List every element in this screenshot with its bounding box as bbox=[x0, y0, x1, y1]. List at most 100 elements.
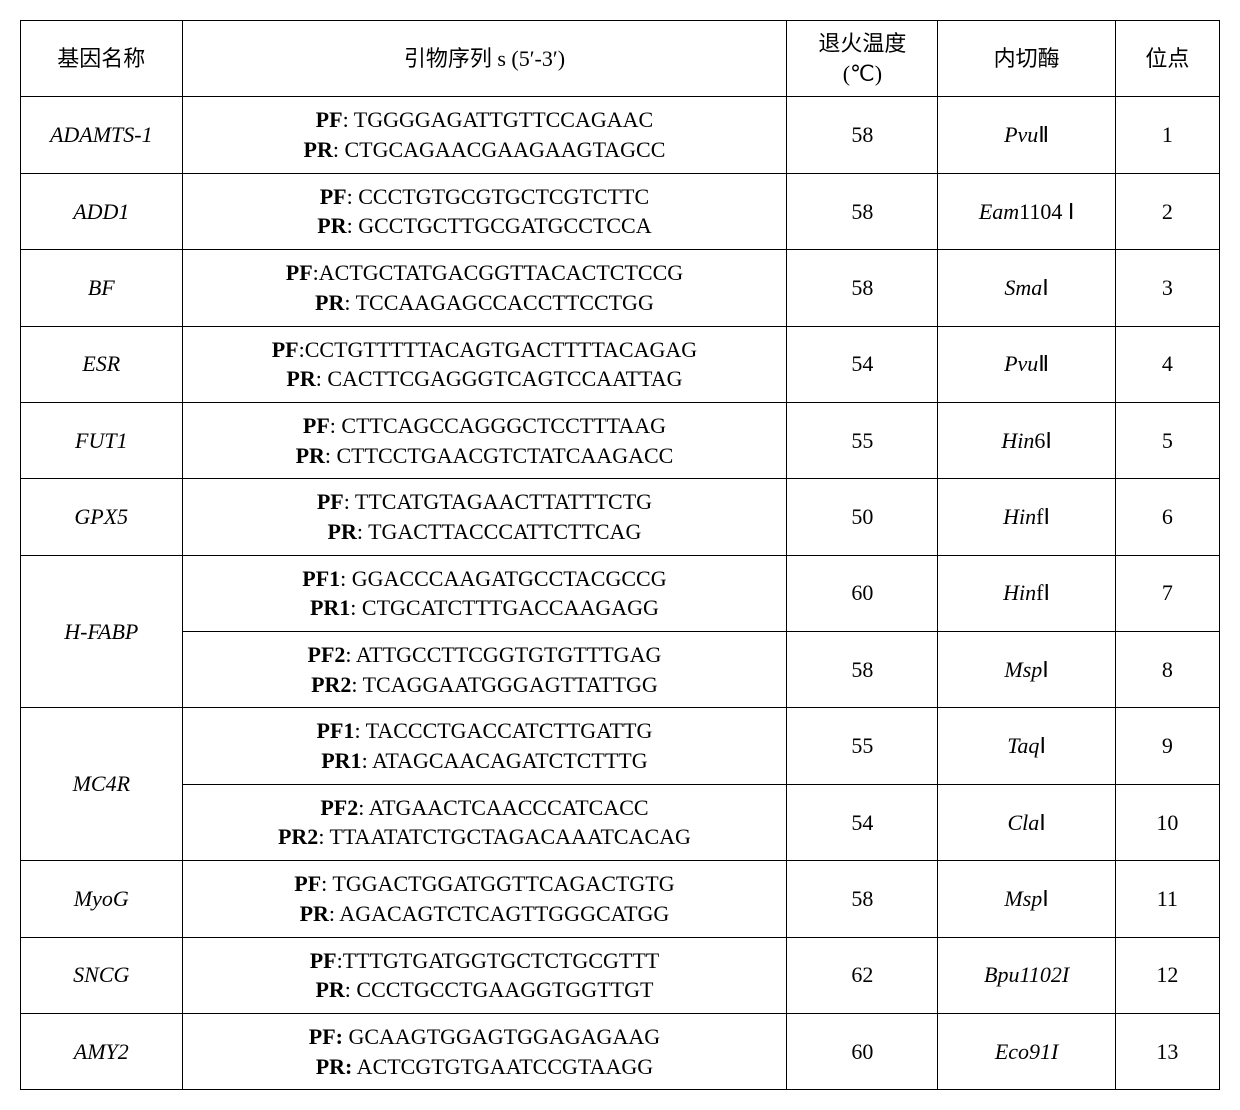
temp-cell: 60 bbox=[787, 1013, 938, 1089]
site-cell: 10 bbox=[1115, 784, 1219, 860]
pr-label: PR bbox=[296, 443, 325, 468]
enzyme-cell: Eco91I bbox=[938, 1013, 1115, 1089]
header-temp-line1: 退火温度 bbox=[793, 29, 931, 59]
table-row: PF2: ATGAACTCAACCCATCACC PR2: TTAATATCTG… bbox=[21, 784, 1220, 860]
header-row: 基因名称 引物序列 s (5′-3′) 退火温度 (℃) 内切酶 位点 bbox=[21, 21, 1220, 97]
enzyme-ital: Cla bbox=[1007, 810, 1039, 835]
enzyme-rest: 6Ⅰ bbox=[1034, 428, 1052, 453]
enzyme-rest: Ⅰ bbox=[1039, 810, 1046, 835]
pf-label: PF bbox=[303, 413, 330, 438]
enzyme-cell: MspⅠ bbox=[938, 861, 1115, 937]
pf-label: PF: bbox=[309, 1024, 343, 1049]
header-primer: 引物序列 s (5′-3′) bbox=[182, 21, 787, 97]
pf-seq: : ATTGCCTTCGGTGTGTTTGAG bbox=[345, 642, 661, 667]
gene-cell: ADD1 bbox=[21, 173, 183, 249]
temp-cell: 58 bbox=[787, 173, 938, 249]
site-cell: 6 bbox=[1115, 479, 1219, 555]
enzyme-ital: Pvu bbox=[1004, 122, 1038, 147]
enzyme-cell: Eam1104 Ⅰ bbox=[938, 173, 1115, 249]
gene-cell: FUT1 bbox=[21, 402, 183, 478]
enzyme-rest: Ⅱ bbox=[1038, 122, 1049, 147]
enzyme-rest: Ⅰ bbox=[1042, 657, 1049, 682]
gene-cell: SNCG bbox=[21, 937, 183, 1013]
pr-label: PR bbox=[286, 366, 315, 391]
pr-label: PR bbox=[315, 290, 344, 315]
pf-seq: : TGGGGAGATTGTTCCAGAAC bbox=[343, 107, 654, 132]
primer-cell: PF1: TACCCTGACCATCTTGATTG PR1: ATAGCAACA… bbox=[182, 708, 787, 784]
primer-cell: PF2: ATTGCCTTCGGTGTGTTTGAG PR2: TCAGGAAT… bbox=[182, 632, 787, 708]
table-body: ADAMTS-1 PF: TGGGGAGATTGTTCCAGAAC PR: CT… bbox=[21, 97, 1220, 1090]
site-cell: 7 bbox=[1115, 555, 1219, 631]
table-row: ADAMTS-1 PF: TGGGGAGATTGTTCCAGAAC PR: CT… bbox=[21, 97, 1220, 173]
site-cell: 9 bbox=[1115, 708, 1219, 784]
pf-seq: : TACCCTGACCATCTTGATTG bbox=[354, 718, 652, 743]
gene-cell: ADAMTS-1 bbox=[21, 97, 183, 173]
temp-cell: 54 bbox=[787, 784, 938, 860]
enzyme-cell: Hin6Ⅰ bbox=[938, 402, 1115, 478]
temp-cell: 58 bbox=[787, 97, 938, 173]
pr-seq: : ATAGCAACAGATCTCTTTG bbox=[362, 748, 648, 773]
pf-label: PF1 bbox=[302, 566, 340, 591]
pf-seq: : GGACCCAAGATGCCTACGCCG bbox=[340, 566, 666, 591]
primer-cell: PF:TTTGTGATGGTGCTCTGCGTTT PR: CCCTGCCTGA… bbox=[182, 937, 787, 1013]
table-row: ESR PF:CCTGTTTTTACAGTGACTTTTACAGAG PR: C… bbox=[21, 326, 1220, 402]
pf-seq: : ATGAACTCAACCCATCACC bbox=[358, 795, 648, 820]
table-row: PF2: ATTGCCTTCGGTGTGTTTGAG PR2: TCAGGAAT… bbox=[21, 632, 1220, 708]
table-row: H-FABP PF1: GGACCCAAGATGCCTACGCCG PR1: C… bbox=[21, 555, 1220, 631]
enzyme-ital: Eam bbox=[979, 199, 1019, 224]
site-cell: 1 bbox=[1115, 97, 1219, 173]
enzyme-ital: Eco91I bbox=[995, 1039, 1059, 1064]
enzyme-cell: PvuⅡ bbox=[938, 326, 1115, 402]
pr-label: PR bbox=[328, 519, 357, 544]
pr-seq: ACTCGTGTGAATCCGTAAGG bbox=[352, 1054, 653, 1079]
temp-cell: 58 bbox=[787, 632, 938, 708]
enzyme-ital: Msp bbox=[1004, 886, 1042, 911]
pf-seq: : CCCTGTGCGTGCTCGTCTTC bbox=[347, 184, 650, 209]
enzyme-cell: PvuⅡ bbox=[938, 97, 1115, 173]
pf-label: PF bbox=[286, 260, 313, 285]
primer-cell: PF:CCTGTTTTTACAGTGACTTTTACAGAG PR: CACTT… bbox=[182, 326, 787, 402]
table-row: GPX5 PF: TTCATGTAGAACTTATTTCTG PR: TGACT… bbox=[21, 479, 1220, 555]
pf-label: PF bbox=[310, 948, 337, 973]
enzyme-cell: HinfⅠ bbox=[938, 479, 1115, 555]
temp-cell: 50 bbox=[787, 479, 938, 555]
pr-label: PR1 bbox=[321, 748, 361, 773]
enzyme-ital: Msp bbox=[1004, 657, 1042, 682]
primer-cell: PF2: ATGAACTCAACCCATCACC PR2: TTAATATCTG… bbox=[182, 784, 787, 860]
table-row: AMY2 PF: GCAAGTGGAGTGGAGAGAAG PR: ACTCGT… bbox=[21, 1013, 1220, 1089]
pr-label: PR1 bbox=[310, 595, 350, 620]
temp-cell: 62 bbox=[787, 937, 938, 1013]
pr-seq: : CTTCCTGAACGTCTATCAAGACC bbox=[325, 443, 673, 468]
enzyme-rest: Ⅰ bbox=[1039, 733, 1046, 758]
site-cell: 11 bbox=[1115, 861, 1219, 937]
pf-seq: GCAAGTGGAGTGGAGAGAAG bbox=[343, 1024, 660, 1049]
pf-label: PF bbox=[316, 107, 343, 132]
site-cell: 5 bbox=[1115, 402, 1219, 478]
pf-seq: : TTCATGTAGAACTTATTTCTG bbox=[344, 489, 652, 514]
table-row: FUT1 PF: CTTCAGCCAGGGCTCCTTTAAG PR: CTTC… bbox=[21, 402, 1220, 478]
enzyme-rest: Ⅱ bbox=[1038, 351, 1049, 376]
enzyme-ital: Hin bbox=[1003, 504, 1036, 529]
pf-seq: :CCTGTTTTTACAGTGACTTTTACAGAG bbox=[299, 337, 698, 362]
gene-cell: ESR bbox=[21, 326, 183, 402]
pr-label: PR bbox=[300, 901, 329, 926]
enzyme-rest: fⅠ bbox=[1036, 580, 1050, 605]
enzyme-cell: TaqⅠ bbox=[938, 708, 1115, 784]
table-row: ADD1 PF: CCCTGTGCGTGCTCGTCTTC PR: GCCTGC… bbox=[21, 173, 1220, 249]
pf-seq: :TTTGTGATGGTGCTCTGCGTTT bbox=[337, 948, 660, 973]
site-cell: 8 bbox=[1115, 632, 1219, 708]
site-cell: 3 bbox=[1115, 250, 1219, 326]
pf-label: PF1 bbox=[317, 718, 355, 743]
pr-label: PR2 bbox=[278, 824, 318, 849]
temp-cell: 55 bbox=[787, 708, 938, 784]
enzyme-ital: Sma bbox=[1004, 275, 1042, 300]
header-site: 位点 bbox=[1115, 21, 1219, 97]
temp-cell: 58 bbox=[787, 250, 938, 326]
enzyme-cell: Bpu1102I bbox=[938, 937, 1115, 1013]
site-cell: 2 bbox=[1115, 173, 1219, 249]
pr-seq: : GCCTGCTTGCGATGCCTCCA bbox=[347, 213, 652, 238]
pf-label: PF bbox=[320, 184, 347, 209]
pr-seq: : TCCAAGAGCCACCTTCCTGG bbox=[344, 290, 653, 315]
enzyme-cell: MspⅠ bbox=[938, 632, 1115, 708]
temp-cell: 55 bbox=[787, 402, 938, 478]
